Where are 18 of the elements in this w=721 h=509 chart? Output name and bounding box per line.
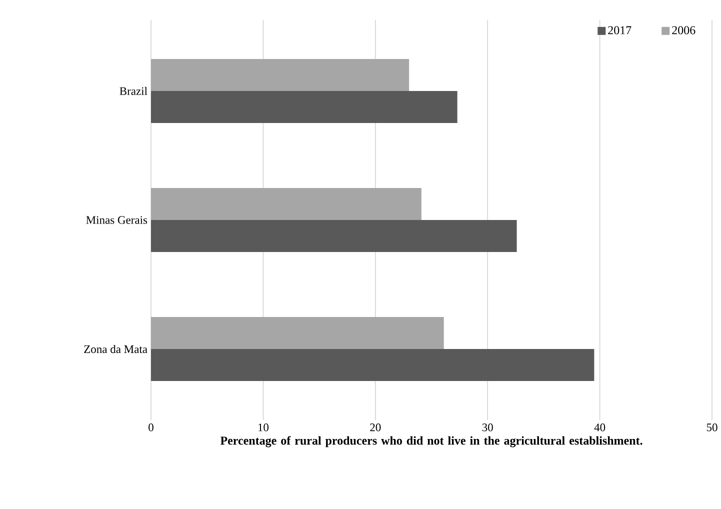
legend-label: 2017: [608, 26, 632, 34]
bar: [151, 188, 422, 220]
x-tick-label: 0: [148, 424, 154, 432]
y-tick-label: Zona da Mata: [84, 344, 148, 354]
bar: [151, 58, 410, 91]
bar: [151, 317, 444, 350]
y-tick-label: Minas Gerais: [86, 216, 148, 224]
bar: [151, 220, 517, 252]
bar: [151, 90, 458, 123]
bar: [151, 349, 594, 382]
x-axis-title: Percentage of rural producers who did not live in the agricultural establishment.: [220, 436, 642, 448]
x-tick-label: 10: [258, 424, 269, 432]
x-tick-label: 40: [594, 424, 606, 432]
x-tick-label: 50: [706, 424, 718, 432]
x-tick-label: 30: [482, 424, 493, 432]
y-tick-label: Brazil: [120, 86, 148, 96]
x-tick-label: 20: [370, 424, 381, 432]
legend-label: 2006: [672, 26, 696, 34]
